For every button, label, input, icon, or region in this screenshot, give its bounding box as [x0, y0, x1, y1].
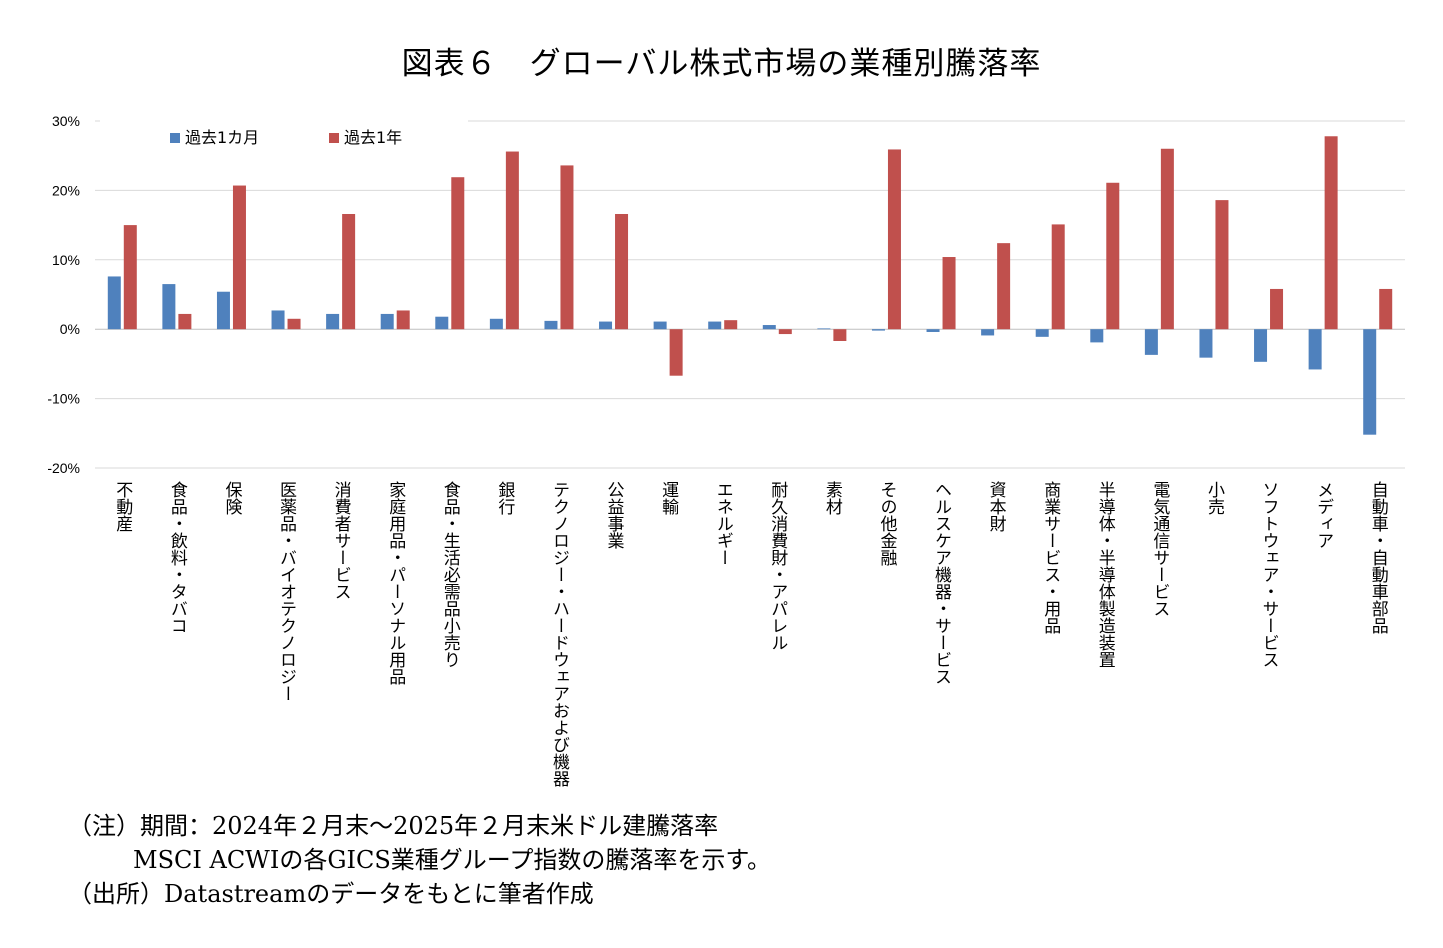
bar-past-1-year [1160, 148, 1174, 330]
bar-past-1-year [1051, 224, 1065, 330]
bar-past-1-year [1215, 200, 1229, 330]
x-axis-category-labels: 不動産 食品・飲料・タバコ 保険 医薬品・バイオテクノロジー 消費者サービス 家庭用品・パ… [112, 481, 1388, 787]
y-tick-label: 20% [52, 182, 80, 198]
bar-past-1-year [396, 310, 410, 330]
y-tick-label: 30% [52, 113, 80, 129]
bar-past-1-month [1199, 329, 1213, 358]
bar-past-1-year [232, 185, 246, 330]
x-category-label: 半導体・半導体製造装置 [1095, 481, 1116, 668]
y-axis-ticks: 30% 20% 10% 0% -10% -20% [47, 113, 80, 476]
bar-past-1-month [107, 276, 121, 330]
bar-past-1-year [342, 213, 356, 330]
legend-swatch [329, 133, 339, 143]
bar-past-1-month [708, 321, 722, 330]
x-category-label: 保険 [221, 481, 242, 515]
x-category-label: 運輸 [658, 481, 679, 516]
bar-past-1-year [123, 225, 137, 330]
x-category-label: 消費者サービス [331, 481, 352, 600]
bar-past-1-month [1308, 329, 1322, 370]
bar-past-1-month [380, 313, 394, 330]
bar-past-1-year [1324, 136, 1338, 330]
x-category-label: ソフトウェア・サービス [1259, 481, 1279, 668]
x-category-label: 耐久消費財・アパレル [767, 481, 788, 651]
x-category-label: 家庭用品・パーソナル用品 [385, 481, 406, 685]
bar-past-1-month [489, 318, 503, 330]
bar-past-1-year [1270, 288, 1284, 330]
chart-title: 図表６ グローバル株式市場の業種別騰落率 [401, 46, 1042, 82]
bars [107, 136, 1393, 435]
bar-past-1-month [435, 316, 449, 330]
x-category-label: テクノロジー・ハードウェアおよび機器 [549, 481, 570, 787]
bar-past-1-year [724, 320, 738, 330]
x-category-label: その他金融 [876, 481, 897, 567]
bar-past-1-year [833, 329, 847, 341]
bar-past-1-month [162, 284, 176, 330]
bar-past-1-month [1254, 329, 1268, 362]
x-category-label: 不動産 [112, 481, 132, 532]
bar-past-1-month [1035, 329, 1049, 337]
note-period: （注）期間：2024年２月末～2025年２月末米ドル建騰落率 [68, 812, 719, 840]
x-category-label: 医薬品・バイオテクノロジー [276, 481, 297, 702]
bar-past-1-year [505, 151, 519, 330]
legend-background [100, 118, 468, 154]
y-tick-label: -10% [47, 391, 80, 407]
bar-past-1-month [871, 329, 885, 331]
bar-past-1-year [669, 329, 683, 376]
bar-past-1-year [560, 165, 574, 330]
bar-past-1-month [981, 329, 995, 336]
x-category-label: 資本財 [986, 481, 1007, 532]
x-category-label: エネルギー [713, 481, 733, 566]
bar-past-1-year [1106, 182, 1120, 330]
y-tick-label: -20% [47, 460, 80, 476]
bar-past-1-month [1144, 329, 1158, 355]
x-category-label: 食品・飲料・タバコ [167, 481, 188, 634]
bar-past-1-month [653, 321, 667, 330]
legend: 過去1カ月 過去1年 [100, 118, 468, 154]
x-category-label: 電気通信サービス [1149, 481, 1170, 617]
bar-past-1-month [326, 313, 340, 330]
bar-chart: 30% 20% 10% 0% -10% -20% 不動産 食品・飲料・タバコ 保険 医薬品・バイ… [47, 113, 1405, 787]
x-category-label: 食品・生活必需品小売り [440, 481, 461, 668]
bar-past-1-year [942, 257, 956, 330]
legend-label: 過去1年 [344, 128, 402, 147]
legend-swatch [170, 133, 180, 143]
bar-past-1-month [1363, 329, 1377, 435]
x-category-label: 公益事業 [604, 481, 625, 549]
legend-label: 過去1カ月 [185, 128, 259, 147]
note-index: MSCI ACWIの各GICS業種グループ指数の騰落率を示す。 [133, 846, 771, 874]
bar-past-1-year [1379, 288, 1393, 330]
x-category-label: 素材 [822, 481, 843, 515]
bar-past-1-month [926, 329, 940, 332]
bar-past-1-month [599, 321, 613, 330]
bar-past-1-month [544, 320, 558, 330]
bar-past-1-year [778, 329, 792, 335]
bar-past-1-year [615, 213, 629, 330]
bar-past-1-year [451, 177, 465, 330]
bar-past-1-month [1090, 329, 1104, 343]
note-source: （出所）Datastreamのデータをもとに筆者作成 [68, 880, 594, 908]
bar-past-1-year [178, 313, 192, 330]
x-category-label: 商業サービス・用品 [1040, 481, 1061, 634]
y-tick-label: 10% [52, 252, 80, 268]
bar-past-1-month [271, 310, 285, 330]
x-category-label: 銀行 [494, 481, 515, 516]
bar-past-1-month [817, 328, 831, 330]
bar-past-1-year [887, 149, 901, 330]
x-category-label: ヘルスケア機器・サービス [931, 481, 952, 685]
x-category-label: 小売 [1204, 481, 1225, 515]
bar-past-1-month [216, 291, 230, 330]
gridlines [95, 120, 1405, 469]
x-category-label: メディア [1313, 481, 1333, 549]
bar-past-1-year [287, 318, 301, 330]
bar-past-1-year [997, 243, 1011, 330]
bar-past-1-month [762, 325, 776, 330]
x-category-label: 自動車・自動車部品 [1368, 481, 1389, 634]
y-tick-label: 0% [60, 321, 80, 337]
